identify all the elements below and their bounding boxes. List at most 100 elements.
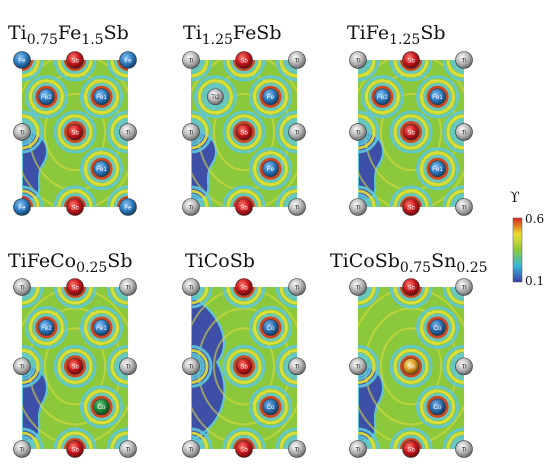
panel-6: Ti Sb Ti Co Ti Sn Ti Co Ti Sb Ti [349, 278, 473, 458]
atom-label: Fe2 [41, 325, 52, 332]
elf-contour [44, 327, 106, 406]
atom-label: Fe [18, 57, 26, 64]
colorbar-max-label: 0.6 [525, 212, 545, 226]
atom-sb [66, 198, 84, 216]
atom-ti [455, 198, 473, 216]
atom-ti [182, 440, 200, 458]
panel-title-3: TiFe1.25Sb [347, 22, 446, 48]
atom-label: Fe1 [432, 94, 443, 101]
atom-sb [235, 440, 253, 458]
atom-label: Ti [126, 446, 131, 453]
title-part: TiFe [347, 22, 390, 44]
atom-label: Sb [71, 364, 79, 371]
atom-label: Ti [20, 446, 25, 453]
atom-fe [13, 198, 31, 216]
atom-label: Fe1 [96, 94, 107, 101]
atom-label: Fe [267, 166, 275, 173]
atom-ti [349, 440, 367, 458]
atom-label: Ti [189, 204, 194, 211]
atom-ti [13, 357, 31, 376]
atom-label: Sb [240, 284, 248, 291]
atom-label: Fe [267, 94, 275, 101]
atom-sb [235, 358, 253, 375]
atom-label: Co [267, 325, 275, 332]
colorbar [512, 217, 523, 283]
atom-label: Ti [295, 57, 300, 64]
atom-label: Ti [356, 284, 361, 291]
atom-fe [93, 160, 110, 178]
atom-ti [119, 278, 137, 296]
atom-label: Ti [462, 129, 467, 136]
title-part: 0.75 [26, 32, 58, 48]
title-part: Ti [8, 22, 27, 44]
title-part: TiFeCo [8, 250, 77, 272]
panel-5: Ti Sb Ti Co Ti Sb Ti Co Ti Sb Ti [182, 278, 306, 458]
atom-ti [119, 357, 137, 376]
atom-label: Fe [18, 204, 26, 211]
atom-label: Ti2 [211, 94, 220, 101]
atom-label: Ti [356, 364, 361, 371]
panel-4: Ti Sb Ti Fe2 Fe1 Ti Sb Ti Co Ti Sb Ti [13, 278, 137, 458]
atom-ti [455, 51, 473, 69]
atom-label: Co [98, 404, 106, 411]
atom-label: Co [434, 404, 442, 411]
panel-title-5: TiCoSb [185, 252, 255, 271]
panel-title-2: Ti1.25FeSb [183, 22, 282, 48]
atom-label: Ti [189, 57, 194, 64]
panel-3: Ti Sb Ti Fe2 Fe1 Ti Sb Ti Fe1 Ti Sb Ti [349, 51, 473, 216]
atom-label: Ti [295, 446, 300, 453]
atom-label: Fe1 [96, 325, 107, 332]
atom-label: Fe2 [41, 94, 52, 101]
atom-label: Fe [124, 204, 132, 211]
atom-label: Sb [71, 57, 79, 64]
atom-label: Sb [71, 129, 79, 136]
atom-label: Sb [407, 204, 415, 211]
atom-label: Ti [462, 204, 467, 211]
atom-ti [182, 123, 200, 141]
atom-fe [38, 88, 55, 106]
atom-ti [349, 198, 367, 216]
panel-title-4: TiFeCo0.25Sb [8, 250, 132, 276]
atom-fe [119, 198, 137, 216]
elf-contour [44, 93, 106, 172]
atom-ti [455, 440, 473, 458]
title-part: TiCoSb [330, 250, 400, 272]
atom-sb [402, 278, 420, 296]
atom-label: Ti [126, 364, 131, 371]
title-part: TiCoSb [185, 250, 255, 272]
atom-label: Sb [407, 129, 415, 136]
atom-sb [402, 51, 420, 69]
atom-sb [66, 51, 84, 69]
atom-label: Ti [126, 284, 131, 291]
panel-title-1: Ti0.75Fe1.5Sb [8, 22, 129, 48]
atom-fe [374, 88, 391, 106]
atom-label: Ti [462, 57, 467, 64]
title-part: Fe [57, 22, 82, 44]
atom-label: Ti [189, 284, 194, 291]
atom-label: Ti [356, 204, 361, 211]
atom-fe [262, 88, 279, 106]
panel-2: Ti Sb Ti Ti2 Fe Ti Sb Ti Fe Ti Sb Ti [182, 51, 306, 216]
atom-label: Sb [71, 284, 79, 291]
atom-label: Sb [240, 129, 248, 136]
atom-co [262, 398, 279, 416]
atom-label: Fe2 [377, 94, 388, 101]
atom-ti [288, 440, 306, 458]
atom-label: Ti [189, 129, 194, 136]
title-part: Sb [420, 22, 446, 44]
title-part: Sb [103, 22, 129, 44]
atom-sb [235, 278, 253, 296]
atom-ti [119, 440, 137, 458]
atom-ti [119, 123, 137, 141]
atom-label: Ti [356, 57, 361, 64]
elf-contour [213, 327, 275, 406]
atom-ti [455, 357, 473, 376]
title-part: Ti [183, 22, 202, 44]
atom-fe [429, 160, 446, 178]
panel-title-6: TiCoSb0.75Sn0.25 [330, 250, 488, 276]
atom-label: Sb [240, 204, 248, 211]
atom-label: Ti [189, 446, 194, 453]
atom-ti [182, 51, 200, 69]
atom-ti [182, 278, 200, 296]
atom-label: Sb [407, 57, 415, 64]
